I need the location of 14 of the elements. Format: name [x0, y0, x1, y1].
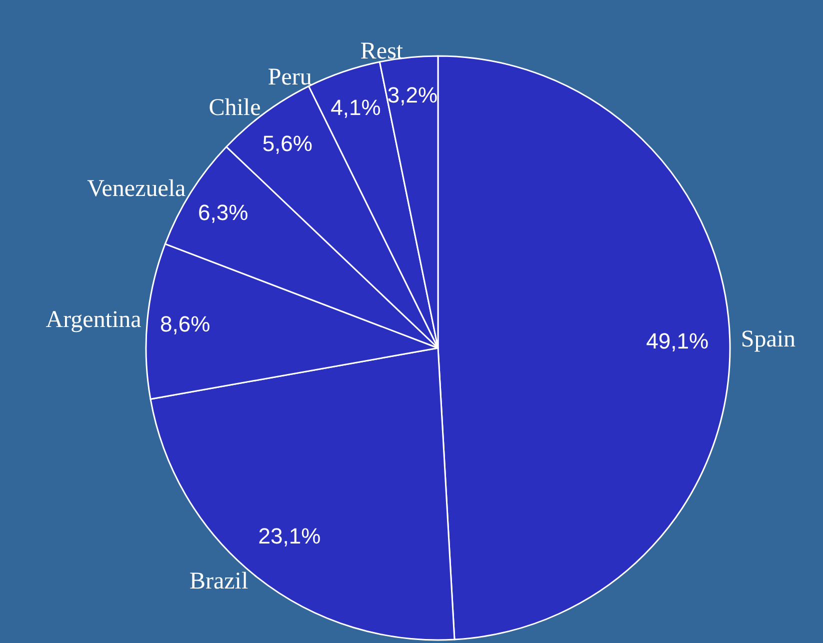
slice-label: Spain — [740, 326, 796, 353]
data-label: 5,6% — [262, 130, 312, 156]
slice-label: Rest — [360, 38, 404, 65]
slice-label: Peru — [268, 64, 312, 91]
data-label: 6,3% — [198, 200, 248, 226]
data-label: 3,2% — [387, 82, 438, 108]
slice-label: Argentina — [46, 306, 142, 333]
slice-label: Brazil — [190, 568, 248, 595]
data-label: 23,1% — [258, 523, 321, 548]
data-label: 8,6% — [160, 312, 210, 337]
data-label: 4,1% — [330, 95, 381, 120]
slice-label: Venezuela — [87, 176, 186, 202]
data-label: 49,1% — [646, 328, 709, 354]
slice-label: Chile — [208, 95, 261, 122]
